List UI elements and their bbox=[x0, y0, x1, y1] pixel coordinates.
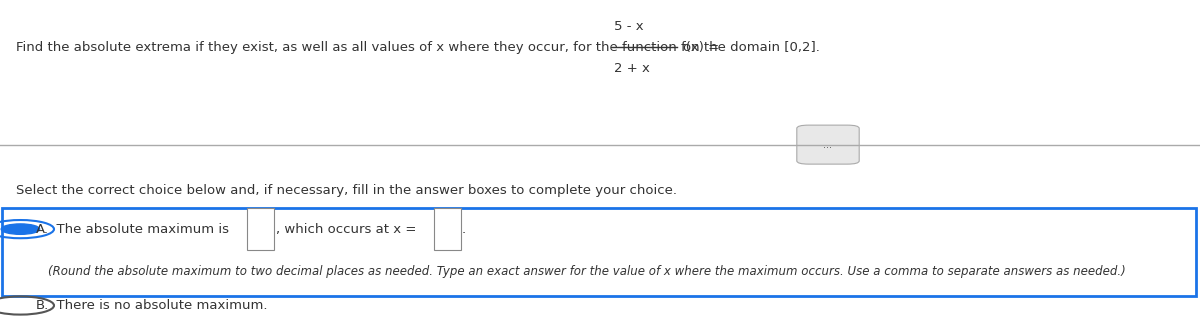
Text: Select the correct choice below and, if necessary, fill in the answer boxes to c: Select the correct choice below and, if … bbox=[16, 184, 677, 197]
Text: ...: ... bbox=[823, 140, 833, 150]
FancyBboxPatch shape bbox=[797, 125, 859, 164]
Text: on the domain [0,2].: on the domain [0,2]. bbox=[683, 41, 820, 54]
Text: B.: B. bbox=[36, 299, 49, 312]
Text: , which occurs at x =: , which occurs at x = bbox=[276, 223, 416, 236]
Text: 2 + x: 2 + x bbox=[614, 62, 650, 75]
Text: A.: A. bbox=[36, 223, 49, 236]
FancyBboxPatch shape bbox=[434, 208, 461, 250]
Text: .: . bbox=[462, 223, 466, 236]
Text: (Round the absolute maximum to two decimal places as needed. Type an exact answe: (Round the absolute maximum to two decim… bbox=[48, 265, 1126, 278]
Text: The absolute maximum is: The absolute maximum is bbox=[48, 223, 229, 236]
Text: Find the absolute extrema if they exist, as well as all values of x where they o: Find the absolute extrema if they exist,… bbox=[16, 41, 719, 54]
FancyBboxPatch shape bbox=[247, 208, 274, 250]
Circle shape bbox=[1, 224, 40, 234]
Text: 5 - x: 5 - x bbox=[614, 20, 644, 32]
Text: There is no absolute maximum.: There is no absolute maximum. bbox=[48, 299, 268, 312]
FancyBboxPatch shape bbox=[2, 208, 1196, 296]
